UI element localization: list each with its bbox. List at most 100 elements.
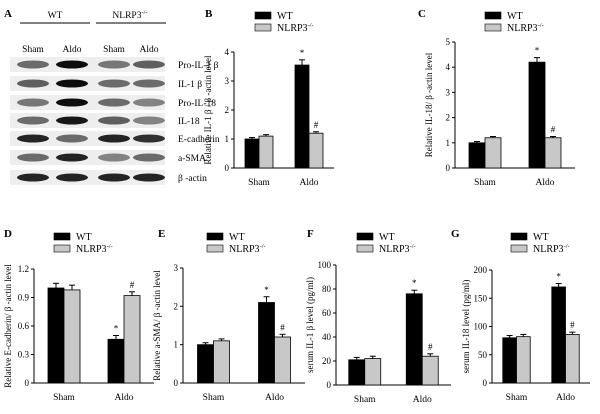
blot-band [133,116,165,125]
legend-swatch-wt [510,232,528,241]
legend-label-wt: WT [533,232,549,243]
significance-mark: # [570,320,575,330]
blot-band [98,116,130,125]
significance-mark: * [412,278,417,288]
legend-swatch-ko [254,23,272,32]
legend-label-ko: NLRP3-/- [379,243,416,255]
y-tick-label: 2 [446,113,451,123]
blot-band-label: E-cadherin [178,135,220,145]
blot-lane-4: Aldo [140,45,159,55]
y-axis-label: serum IL-18 level (pg/ml) [461,280,471,374]
bar [258,135,274,169]
y-tick-label: 3 [225,76,230,86]
x-category-label: Aldo [556,393,575,403]
blot-band [17,134,49,143]
legend-label-ko: NLRP3-/- [229,243,266,255]
x-category-label: Sham [354,395,376,405]
bar [502,337,517,384]
blot-band [133,173,165,182]
significance-mark: * [300,48,305,58]
y-tick-label: 0 [174,378,179,388]
x-category-label: Sham [506,393,528,403]
bar [405,293,423,386]
legend-swatch-ko [510,244,528,253]
blot-band [56,153,88,162]
y-tick-label: 80 [322,284,332,294]
blot-band [17,60,49,69]
chart-panel-d: D 0 0.3 0.6 0.9 1.2 Relative E-cadherin/ β -ac… [3,228,154,403]
x-category-label: Aldo [413,395,432,405]
blot-lane-1: Sham [22,45,44,55]
bar [544,137,562,169]
y-tick-label: 1 [174,340,179,350]
blot-band [56,134,88,143]
blot-band-label: a-SMA [178,154,206,164]
y-tick-label: 20 [322,356,332,366]
blot-band [133,134,165,143]
y-axis-label: Relative IL-1 β / β -actin level [203,55,213,165]
x-category-label: Sham [248,178,270,188]
significance-mark: * [264,285,269,295]
bar [244,138,260,169]
blot-band-label: IL-18 [178,117,200,127]
y-tick-label: 4 [225,47,230,57]
blot-band [98,79,130,88]
legend-label-ko: NLRP3-/- [507,22,544,34]
bar [107,338,125,384]
significance-mark: * [535,46,540,56]
y-axis-label: Relative a-SMA/ β -actin level [152,270,162,381]
y-tick-label: 0.6 [18,321,30,331]
y-axis-label: Relative E-cadherin/ β -actin level [3,264,13,388]
bar [294,64,310,169]
y-tick-label: 40 [322,332,332,342]
bar [421,355,439,386]
legend-label-ko: NLRP3-/- [533,243,570,255]
bar [551,286,566,384]
blot-band [133,98,165,107]
x-category-label: Aldo [300,178,319,188]
bar [348,359,366,386]
bar [484,137,502,169]
significance-mark: * [556,272,561,282]
blot-band [98,134,130,143]
bar [123,295,141,384]
x-category-label: Sham [474,178,496,188]
y-tick-label: 0 [25,378,30,388]
bar [308,132,324,169]
blot-band-label: Pro-IL-18 [178,99,216,109]
y-tick-label: 3 [446,87,451,97]
legend-swatch-wt [356,232,374,241]
y-tick-label: 1 [225,134,230,144]
y-tick-label: 2 [174,301,179,311]
significance-mark: # [280,322,285,332]
blot-band [133,153,165,162]
y-tick-label: 200 [474,265,488,275]
bar [213,340,230,384]
y-tick-label: 1.2 [18,264,29,274]
panel-label: C [418,8,426,20]
y-axis-label: Relative IL-18/ β -actin level [424,52,434,157]
blot-group-ko: NLRP3-/- [112,9,147,21]
western-blot-panel: A WT NLRP3-/- Sham Aldo Sham Aldo Pro-IL… [4,8,220,185]
significance-mark: # [130,280,135,290]
blot-band [98,153,130,162]
legend-swatch-wt [53,232,71,241]
blot-band [17,153,49,162]
y-tick-label: 0.3 [18,350,30,360]
bar [274,336,291,384]
blot-band-label: IL-1 β [178,80,202,90]
blot-band [17,98,49,107]
blot-band [133,79,165,88]
blot-band [17,79,49,88]
chart-panel-b: B 0 1 2 3 4 Relative IL-1 β / β -actin level Sh… [203,8,334,188]
blot-band-label: β -actin [178,174,207,184]
blot-band [133,60,165,69]
blot-band [98,98,130,107]
blot-band [17,116,49,125]
blot-band [17,173,49,182]
legend-label-wt: WT [229,232,245,243]
y-tick-label: 0.9 [18,293,30,303]
blot-band [56,173,88,182]
panel-label: E [158,228,165,240]
